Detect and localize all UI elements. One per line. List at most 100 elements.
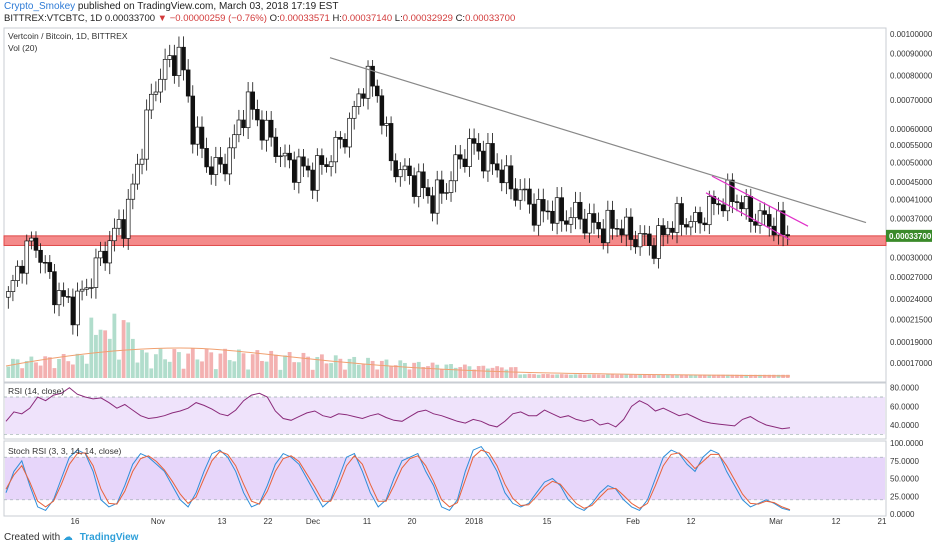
volume-bars bbox=[5, 313, 791, 378]
volume-bar bbox=[20, 368, 25, 378]
volume-bar bbox=[324, 363, 329, 378]
candle-body bbox=[52, 271, 57, 306]
volume-bar bbox=[52, 368, 57, 378]
channel-upper-line bbox=[711, 175, 809, 227]
volume-bar bbox=[758, 374, 762, 378]
volume-bar bbox=[426, 366, 430, 378]
candle-body bbox=[102, 250, 108, 264]
stoch-tick-label: 0.0000 bbox=[890, 510, 915, 519]
candle-body bbox=[236, 119, 242, 136]
candle-body bbox=[264, 119, 269, 141]
volume-bar bbox=[398, 360, 403, 378]
candles bbox=[6, 36, 790, 337]
volume-bar bbox=[255, 350, 260, 378]
candle-body bbox=[144, 109, 149, 160]
tradingview-brand[interactable]: TradingView bbox=[79, 532, 139, 543]
volume-bar bbox=[278, 369, 283, 378]
candle-body bbox=[720, 204, 726, 212]
candle-body bbox=[38, 249, 43, 263]
candle-body bbox=[776, 210, 781, 236]
candle-body bbox=[356, 93, 362, 107]
volume-bar bbox=[306, 356, 310, 378]
candle-body bbox=[282, 152, 288, 157]
candle-body bbox=[393, 160, 398, 178]
candle-body bbox=[734, 201, 740, 203]
volume-bar bbox=[301, 352, 306, 378]
volume-bar bbox=[628, 374, 633, 378]
channel-lower-line bbox=[705, 192, 791, 241]
volume-bar bbox=[555, 374, 560, 378]
high-label: H: bbox=[332, 13, 342, 24]
candle-body bbox=[407, 165, 412, 177]
time-tick-label: 13 bbox=[218, 517, 227, 526]
author-link[interactable]: Crypto_Smokey bbox=[4, 1, 76, 12]
price-tick-label: 0.00027000 bbox=[890, 273, 932, 282]
candle-body bbox=[107, 240, 113, 264]
candle-body bbox=[42, 262, 48, 264]
candle-body bbox=[199, 126, 205, 149]
candle-body bbox=[374, 85, 380, 97]
candle-body bbox=[195, 126, 200, 145]
candle-body bbox=[158, 78, 163, 93]
volume-bar bbox=[403, 362, 407, 378]
volume-bar bbox=[407, 369, 412, 378]
open-value: 0.00033571 bbox=[279, 13, 330, 24]
candle-body bbox=[301, 156, 306, 167]
candle-body bbox=[693, 212, 698, 222]
volume-bar bbox=[453, 367, 458, 378]
volume-bar bbox=[66, 361, 71, 378]
volume-bar bbox=[444, 364, 449, 378]
candle-body bbox=[370, 65, 375, 87]
candle-body bbox=[47, 262, 53, 273]
volume-bar bbox=[702, 374, 707, 378]
candle-body bbox=[89, 287, 94, 289]
rsi-pane: 80.0000 60.0000 40.0000 bbox=[4, 384, 919, 435]
candle-body bbox=[730, 179, 735, 203]
stoch-pane-border bbox=[3, 440, 887, 517]
volume-bar bbox=[384, 359, 389, 378]
volume-bar bbox=[739, 374, 744, 378]
candle-body bbox=[624, 216, 629, 236]
candle-body bbox=[333, 137, 338, 163]
volume-bar bbox=[158, 348, 163, 378]
volume-bar bbox=[675, 374, 679, 378]
candle-body bbox=[508, 165, 514, 190]
volume-bar bbox=[250, 354, 255, 378]
volume-bar bbox=[24, 360, 29, 378]
candle-body bbox=[232, 134, 237, 149]
candle-body bbox=[190, 95, 196, 145]
candle-body bbox=[656, 225, 661, 259]
candle-body bbox=[70, 296, 76, 326]
price-tick-label: 0.00019000 bbox=[890, 338, 932, 347]
volume-bar bbox=[771, 374, 776, 378]
volume-bar bbox=[421, 366, 426, 378]
candle-body bbox=[245, 91, 251, 129]
candle-body bbox=[573, 201, 578, 219]
time-tick-label: Feb bbox=[626, 517, 640, 526]
volume-bar bbox=[541, 374, 546, 378]
candle-body bbox=[296, 156, 302, 183]
volume-bar bbox=[656, 374, 661, 378]
candle-body bbox=[683, 224, 689, 228]
candle-body bbox=[135, 163, 140, 185]
volume-bar bbox=[232, 361, 237, 378]
candle-body bbox=[587, 213, 592, 234]
volume-bar bbox=[80, 355, 84, 378]
volume-bar bbox=[70, 364, 75, 378]
volume-bar bbox=[135, 362, 140, 378]
candle-body bbox=[208, 166, 214, 175]
chart-canvas[interactable]: 80.0000 60.0000 40.0000 100.0000 75.0000 50.… bbox=[0, 26, 932, 526]
candle-body bbox=[517, 189, 523, 201]
candle-body bbox=[688, 221, 694, 228]
low-value: 0.00032929 bbox=[402, 13, 453, 24]
volume-bar bbox=[103, 330, 108, 378]
candle-body bbox=[250, 91, 255, 110]
symbol-label: BITTREX:VTCBTC, 1D bbox=[4, 13, 103, 24]
volume-bar bbox=[121, 320, 126, 378]
price-tick-label: 0.00090000 bbox=[890, 50, 932, 59]
price-tick-label: 0.00050000 bbox=[890, 159, 932, 168]
candle-body bbox=[181, 46, 186, 71]
candle-body bbox=[743, 196, 749, 210]
candle-body bbox=[762, 210, 767, 215]
candle-body bbox=[467, 138, 472, 167]
